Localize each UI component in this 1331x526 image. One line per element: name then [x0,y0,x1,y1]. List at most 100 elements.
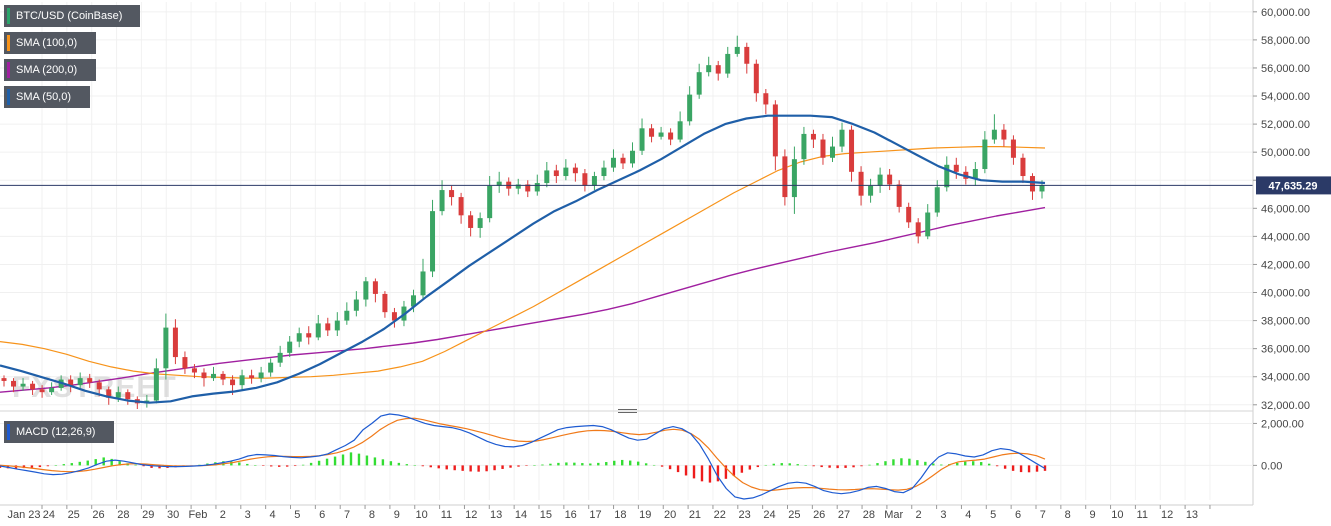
candle-down [906,206,912,223]
candle-down [372,281,378,294]
legend-macd[interactable]: MACD (12,26,9) [4,421,114,443]
candle-up [829,146,835,158]
pane-divider[interactable] [0,409,1253,413]
price-tick-label: 58,000.00 [1261,35,1310,47]
macd-histogram-bar [860,465,863,467]
macd-histogram-bar [325,458,329,466]
candle-down [30,383,36,390]
candle-up [363,281,369,300]
macd-histogram-bar [533,465,536,466]
date-tick-label: 8 [369,509,375,521]
candle-up [610,157,616,168]
candle-down [620,157,626,164]
overlay-line [0,114,1046,404]
macd-histogram-bar [900,458,903,466]
candle-up [487,185,493,219]
macd-histogram-bar [405,464,409,466]
legend-sma-100[interactable]: SMA (100,0) [4,32,96,54]
price-tick-label: 42,000.00 [1261,259,1310,271]
macd-histogram-bar [309,462,313,466]
macd-histogram-bar [301,464,305,466]
candle-down [763,93,769,105]
candle-down [220,373,226,380]
candle-up [687,94,693,122]
macd-histogram-bar [565,462,568,466]
macd-histogram-bar [413,465,417,466]
macd-histogram-bar [748,465,752,470]
candle-down [1010,139,1016,158]
legend-sma-50-swatch [7,89,10,105]
macd-histogram-bar [445,465,448,470]
legend-sma-200-label: SMA (200,0) [16,64,78,76]
macd-histogram-bar [270,465,273,467]
date-tick-label: 3 [940,509,946,521]
legend-sma-100-label: SMA (100,0) [16,37,78,49]
date-tick-label: 21 [689,509,701,521]
candle-up [315,323,321,338]
date-tick-label: 25 [68,509,80,521]
macd-tick-label: 2,000.00 [1261,418,1304,430]
macd-histogram-bar [924,461,927,466]
macd-histogram-bar [54,465,58,466]
macd-histogram-bar [573,462,576,466]
macd-histogram-bar [86,460,89,466]
macd-histogram-bar [660,465,664,467]
candle-down [1001,129,1007,140]
date-tick-label: 24 [763,509,775,521]
candle-up [696,72,702,95]
macd-histogram-bar [597,462,600,466]
macd-histogram-bar [158,465,161,469]
macd-histogram-bar [46,465,50,467]
macd-histogram-bar [517,465,520,467]
date-tick-label: Mar [884,509,903,521]
candle-up [430,211,436,272]
date-tick-label: 9 [394,509,400,521]
legend-sma-50[interactable]: SMA (50,0) [4,86,90,108]
candle-down [820,139,826,158]
macd-histogram-bar [501,465,504,469]
candle-down [582,173,588,186]
candle-down [572,167,578,174]
macd-histogram-bar [357,453,361,466]
candle-up [20,383,26,387]
price-tick-label: 54,000.00 [1261,91,1310,103]
date-tick-label: 23 [739,509,751,521]
date-tick-label: 8 [1065,509,1071,521]
macd-histogram-bar [469,465,472,472]
macd-histogram-bar [246,463,249,466]
legend-pair[interactable]: BTC/USD (CoinBase) [4,5,140,27]
macd-histogram-bar [724,465,728,479]
macd-histogram-bar [836,465,839,469]
candle-down [191,368,197,373]
macd-histogram-bar [916,460,919,466]
candle-up [934,187,940,213]
date-tick-label: 16 [565,509,577,521]
candle-down [887,174,893,185]
macd-histogram-bar [668,465,672,470]
macd-histogram-bar [62,464,66,466]
macd-histogram-bar [110,458,113,466]
macd-histogram-bar [70,463,73,466]
candle-up [268,362,274,373]
date-tick-label: 20 [664,509,676,521]
macd-histogram-bar [716,465,720,482]
candle-up [972,169,978,179]
candle-up [49,387,55,393]
macd-histogram-bar [277,465,281,467]
candle-down [391,312,397,321]
macd-histogram-bar [756,465,760,468]
macd-histogram-bar [38,465,42,468]
legend-sma-200[interactable]: SMA (200,0) [4,59,96,81]
candle-down [382,293,388,313]
candle-up [677,121,683,140]
candle-up [115,392,121,398]
date-tick-label: 17 [589,509,601,521]
macd-histogram-bar [373,457,377,466]
candle-down [953,164,959,172]
date-tick-label: 24 [43,509,55,521]
candle-up [439,190,445,212]
date-tick-label: 19 [639,509,651,521]
macd-histogram-bar [613,460,616,466]
legend-pair-swatch [7,8,10,24]
